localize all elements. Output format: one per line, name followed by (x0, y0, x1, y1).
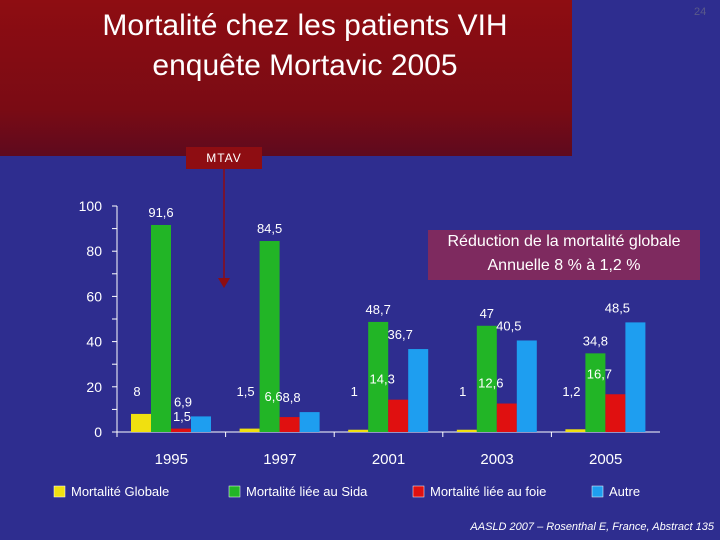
legend-swatch (412, 485, 425, 498)
legend-label: Mortalité Globale (71, 484, 169, 499)
bar-0-2001 (348, 429, 369, 432)
page-number: 24 (694, 6, 707, 18)
title-line-2: enquête Mortavic 2005 (152, 49, 458, 82)
callout-line-2: Annuelle 8 % à 1,2 % (487, 257, 641, 274)
value-label: 84,5 (257, 221, 282, 236)
slide-title: Mortalité chez les patients VIH enquête … (40, 6, 570, 86)
y-tick-label: 80 (86, 243, 102, 259)
legend-label: Mortalité liée au Sida (246, 484, 368, 499)
value-label: 91,6 (148, 205, 173, 220)
bar-3-1997 (299, 412, 320, 432)
y-tick-label: 20 (86, 379, 102, 395)
bar-3-2001 (408, 349, 429, 432)
value-label: 8 (133, 384, 140, 399)
chart-bars (131, 224, 646, 432)
value-label: 47 (480, 306, 494, 321)
callout-box: Réduction de la mortalité globale Annuel… (428, 230, 700, 280)
bar-1-2005 (585, 353, 606, 432)
chart-value-labels: 891,66,91,584,56,6 8,8 148,714,336,714712,… (133, 205, 630, 424)
y-tick-label: 60 (86, 288, 102, 304)
bar-2-2001 (388, 399, 409, 432)
legend-swatch (228, 485, 241, 498)
bar-0-2003 (456, 429, 477, 432)
chart-x-labels: 1995 1997 2001 2003 2005 (155, 451, 623, 468)
x-tick-label: 2005 (589, 451, 622, 468)
value-label: 14,3 (370, 372, 395, 387)
value-label: 1,5 (173, 409, 191, 424)
mtav-arrow (218, 169, 230, 288)
title-line-1: Mortalité chez les patients VIH (102, 9, 508, 42)
value-label: 6,6 (265, 389, 283, 404)
bar-0-2005 (565, 429, 586, 432)
value-label: 16,7 (587, 366, 612, 381)
legend-swatch (591, 485, 604, 498)
x-tick-label: 2003 (480, 451, 513, 468)
value-label: 48,7 (366, 302, 391, 317)
bar-3-1995 (191, 416, 211, 432)
bar-2-1997 (279, 417, 300, 432)
legend-label: Mortalité liée au foie (430, 484, 546, 499)
mtav-annotation: MTAV (186, 147, 262, 169)
value-label: 1 (459, 384, 466, 399)
bar-3-2003 (516, 340, 537, 432)
y-tick-label: 100 (79, 198, 103, 214)
value-label: 36,7 (388, 327, 413, 342)
value-label: 40,5 (496, 318, 521, 333)
value-label: 1,5 (237, 384, 255, 399)
bar-2-1995 (171, 428, 191, 432)
x-tick-label: 1997 (263, 451, 296, 468)
bar-1-1997 (259, 241, 280, 432)
legend-label: Autre (609, 484, 640, 499)
value-label: 34,8 (583, 333, 608, 348)
value-label: 48,5 (605, 300, 630, 315)
chart-legend: Mortalité Globale Mortalité liée au Sida M… (53, 484, 640, 499)
value-label: 1 (351, 384, 358, 399)
bar-2-2003 (496, 403, 517, 432)
legend-swatch (53, 485, 66, 498)
value-label: 12,6 (478, 376, 503, 391)
bar-3-2005 (625, 322, 646, 432)
bar-0-1997 (239, 428, 260, 432)
bar-1-2003 (476, 325, 497, 432)
y-tick-label: 40 (86, 334, 102, 350)
callout-line-1: Réduction de la mortalité globale (447, 233, 681, 250)
x-tick-label: 2001 (372, 451, 405, 468)
bar-1-1995 (151, 224, 171, 432)
title-band (0, 0, 572, 156)
value-label: 1,2 (562, 384, 580, 399)
y-tick-label: 0 (94, 424, 102, 440)
source-citation: AASLD 2007 – Rosenthal E, France, Abstra… (470, 521, 714, 533)
x-tick-label: 1995 (155, 451, 188, 468)
value-label: 6,9 (174, 394, 192, 409)
bar-1-2001 (368, 321, 389, 432)
bar-2-2005 (605, 394, 626, 432)
value-label: 8,8 (283, 390, 301, 405)
bar-0-1995 (131, 413, 151, 432)
